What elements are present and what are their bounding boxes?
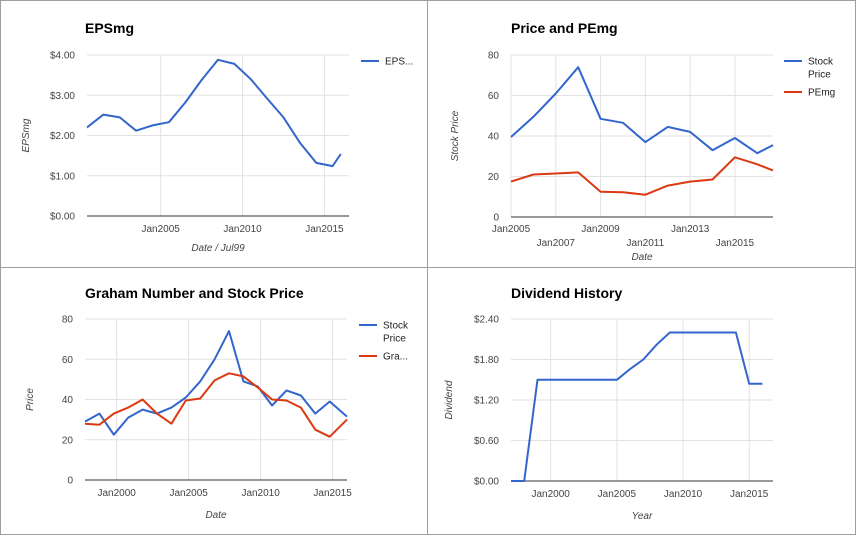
y-tick-label: $2.40	[474, 315, 499, 326]
x-tick-label: Jan2010	[241, 488, 280, 499]
y-tick-label: 20	[488, 172, 500, 183]
y-tick-label: 0	[67, 476, 73, 487]
legend-label: Stock Price	[383, 321, 409, 345]
legend-label: PEmg	[808, 88, 835, 99]
x-tick-label: Jan2013	[671, 224, 710, 235]
y-axis-label: EPSmg	[21, 118, 32, 152]
chart-title: Dividend History	[511, 285, 622, 301]
y-tick-label: $0.60	[474, 436, 499, 447]
x-tick-label: Jan2015	[305, 224, 344, 235]
chart-title: Price and PEmg	[511, 20, 618, 36]
legend-label: Stock Price	[808, 57, 834, 81]
x-tick-label: Jan2015	[730, 489, 769, 500]
y-axis-label: Dividend	[444, 380, 455, 419]
x-tick-label: Jan2005	[598, 489, 637, 500]
price-pe-chart-panel: Price and PEmg 0 20 40 60 80 Jan2005 Jan2007 Jan…	[427, 0, 856, 268]
x-axis-label: Date	[631, 252, 653, 263]
y-tick-label: 40	[488, 132, 500, 143]
series-line-0	[84, 330, 348, 436]
x-tick-label: Jan2007	[537, 238, 576, 249]
series-line-1	[510, 156, 774, 196]
x-tick-label: Jan2015	[313, 488, 352, 499]
graham-chart-panel: Graham Number and Stock Price 0 20 40 60 80 Ja…	[0, 267, 428, 535]
y-tick-label: 40	[62, 395, 74, 406]
x-tick-label: Jan2015	[716, 238, 755, 249]
x-tick-label: Jan2005	[169, 488, 208, 499]
y-tick-label: $2.00	[50, 131, 75, 142]
x-axis-label: Date / Jul99	[191, 243, 245, 254]
x-tick-label: Jan2010	[664, 489, 703, 500]
x-axis-label: Date	[205, 510, 227, 521]
series-line-0	[510, 66, 774, 155]
x-tick-label: Jan2000	[532, 489, 571, 500]
chart-title: Graham Number and Stock Price	[85, 285, 304, 301]
dividend-chart-panel: Dividend History $0.00 $0.60 $1.20 $1.80 $2.4…	[427, 267, 856, 535]
x-tick-label: Jan2010	[223, 224, 262, 235]
chart-title: EPSmg	[85, 20, 134, 36]
y-tick-label: $1.80	[474, 355, 499, 366]
y-tick-label: 80	[488, 51, 500, 62]
x-tick-label: Jan2005	[492, 224, 531, 235]
y-tick-label: $4.00	[50, 51, 75, 62]
y-tick-label: 60	[62, 355, 74, 366]
y-tick-label: $1.00	[50, 171, 75, 182]
series-line-0	[86, 58, 342, 168]
y-tick-label: 80	[62, 315, 74, 326]
y-tick-label: $1.20	[474, 396, 499, 407]
y-tick-label: 0	[493, 213, 499, 224]
price-pe-chart: Price and PEmg 0 20 40 60 80 Jan2005 Jan2007 Jan…	[450, 20, 835, 263]
legend-label: EPS...	[385, 57, 413, 68]
x-tick-label: Jan2011	[627, 238, 665, 249]
legend-label: Gra...	[383, 352, 408, 363]
dividend-chart: Dividend History $0.00 $0.60 $1.20 $1.80 $2.4…	[444, 285, 773, 522]
x-tick-label: Jan2009	[581, 224, 620, 235]
x-tick-label: Jan2000	[97, 488, 136, 499]
series-line-1	[84, 372, 348, 438]
y-axis-label: Stock Price	[450, 110, 461, 161]
graham-chart: Graham Number and Stock Price 0 20 40 60 80 Ja…	[25, 285, 409, 521]
y-tick-label: $3.00	[50, 91, 75, 102]
eps-chart: EPSmg $0.00 $1.00 $2.00 $3.00 $4.00 Jan2005 Jan…	[21, 20, 413, 254]
y-tick-label: 60	[488, 91, 500, 102]
y-tick-label: $0.00	[474, 477, 499, 488]
eps-chart-panel: EPSmg $0.00 $1.00 $2.00 $3.00 $4.00 Jan2005 Jan…	[0, 0, 428, 268]
x-axis-label: Year	[632, 511, 653, 522]
x-tick-label: Jan2005	[142, 224, 181, 235]
y-axis-label: Price	[25, 388, 36, 411]
y-tick-label: 20	[62, 435, 74, 446]
y-tick-label: $0.00	[50, 212, 75, 223]
series-line-0	[511, 331, 763, 482]
